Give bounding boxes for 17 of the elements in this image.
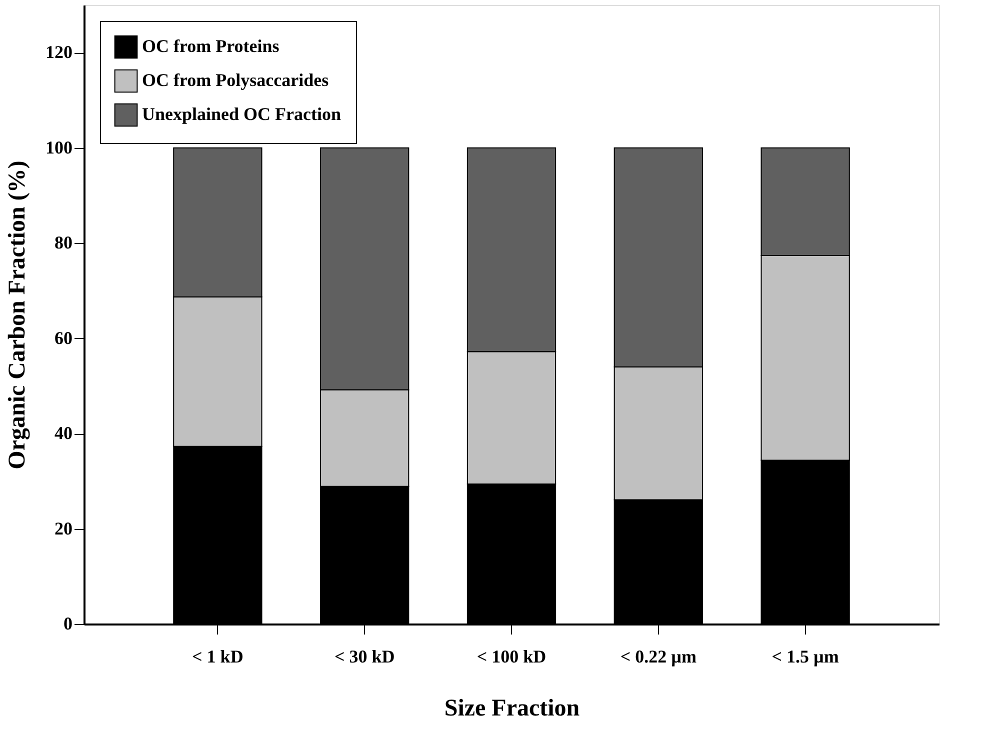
x-tick-label: < 0.22 µm xyxy=(620,646,696,666)
y-axis-title: Organic Carbon Fraction (%) xyxy=(4,160,30,470)
x-tick-label: < 30 kD xyxy=(334,646,395,666)
x-tick-label: < 1 kD xyxy=(192,646,244,666)
y-tick-label: 80 xyxy=(54,232,72,253)
legend-label: OC from Proteins xyxy=(142,36,280,56)
x-axis-title: Size Fraction xyxy=(444,696,580,722)
legend-label: OC from Polysaccarides xyxy=(142,70,329,90)
x-tick-label: < 100 kD xyxy=(476,646,546,666)
legend-label: Unexplained OC Fraction xyxy=(142,104,342,124)
y-tick-label: 120 xyxy=(46,42,72,62)
y-tick-label: 20 xyxy=(54,518,72,538)
y-tick-label: 0 xyxy=(64,614,72,634)
y-tick-label: 60 xyxy=(54,328,72,348)
x-tick-label: < 1.5 µm xyxy=(772,646,839,666)
y-tick-label: 40 xyxy=(54,423,72,444)
y-tick-label: 100 xyxy=(46,137,72,158)
